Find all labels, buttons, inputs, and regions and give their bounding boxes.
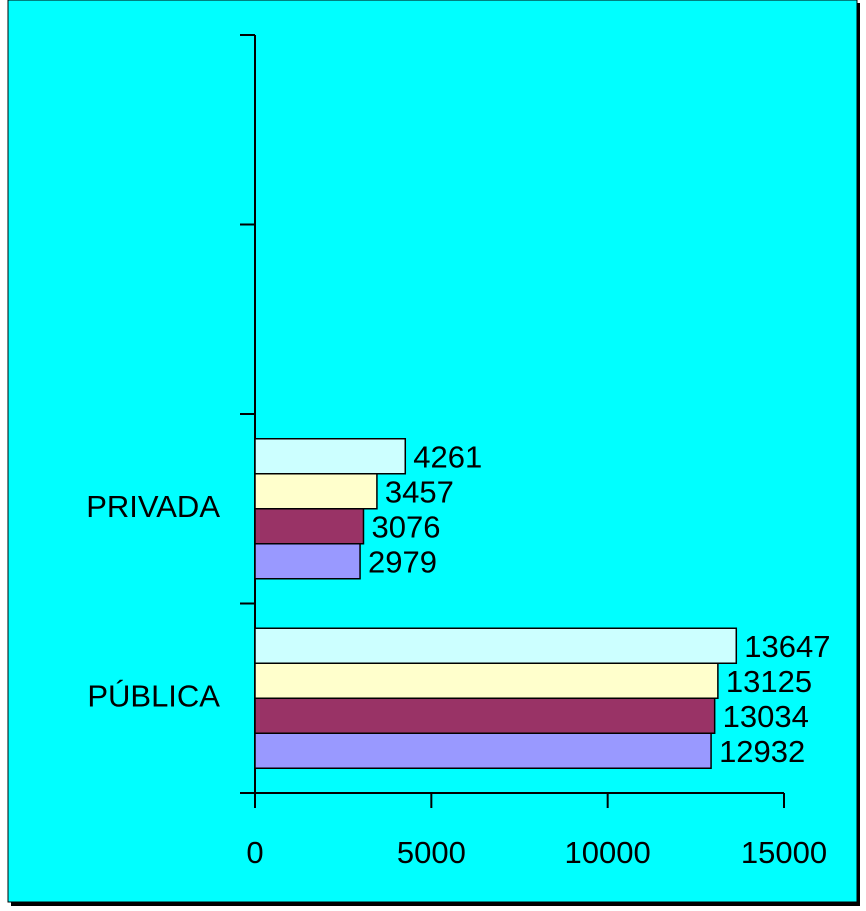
x-tick-label: 15000 [741,835,827,870]
value-label: 4261 [413,439,482,474]
value-label: 2979 [368,544,437,579]
bar [254,627,738,664]
bar [254,438,407,475]
bar [254,662,719,699]
y-tick-label: PRIVADA [86,489,220,524]
value-label: 13034 [723,699,809,734]
value-label: 13647 [744,629,830,664]
value-label: 3457 [385,474,454,509]
value-label: 3076 [371,509,440,544]
x-tick-label: 5000 [397,835,466,870]
bar [254,697,716,734]
bar [254,473,378,510]
bar [254,732,712,769]
bar [254,508,365,545]
x-tick-label: 10000 [565,835,651,870]
bar [254,543,361,580]
x-tick-label: 0 [246,835,263,870]
value-label: 12932 [719,734,805,769]
value-label: 13125 [726,664,812,699]
y-tick-label: PÚBLICA [87,678,220,713]
